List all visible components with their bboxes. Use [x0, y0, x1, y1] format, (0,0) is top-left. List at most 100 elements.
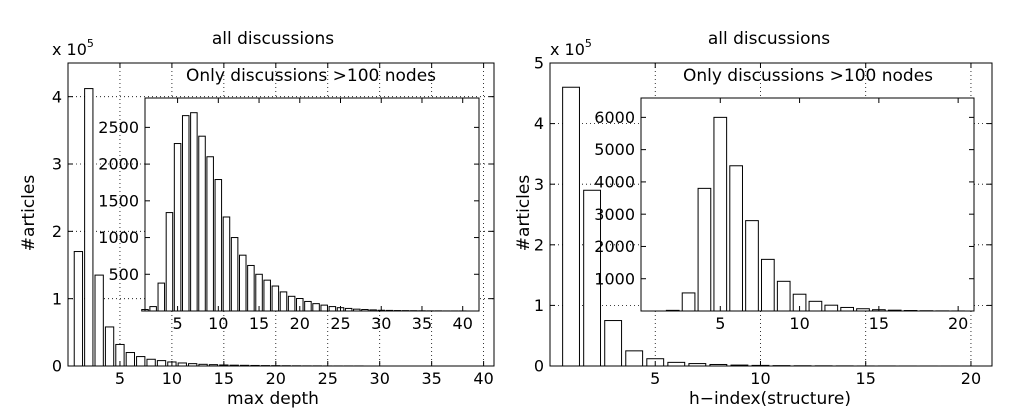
y-tick-label: 1 — [52, 289, 62, 308]
left-chart: all discussions x 105 #articles max dept… — [19, 29, 495, 408]
right-chart: all discussions x 105 #articles h−index(… — [514, 29, 993, 408]
plot-frame — [640, 97, 975, 312]
plot-background — [641, 98, 974, 311]
x-tick-label: 5 — [715, 314, 725, 333]
bar — [157, 282, 166, 312]
x-tick-label: 20 — [266, 369, 286, 388]
y-tick-label: 2500 — [98, 118, 139, 137]
x-tick-label: 40 — [473, 369, 493, 388]
y-tick-label: 1000 — [594, 269, 635, 288]
left-inset-plot: 5 10 15 20 25 30 35 40 500 1000 1500 2000 2500 — [98, 97, 480, 333]
bar — [271, 285, 280, 312]
y-tick-label: 5 — [534, 54, 544, 73]
left-chart-title: all discussions — [212, 29, 334, 49]
bar — [255, 273, 263, 312]
bar — [125, 352, 135, 367]
x-tick-label: 25 — [318, 369, 338, 388]
bar — [776, 280, 791, 312]
y-tick-label: 3 — [52, 155, 62, 174]
bar — [824, 304, 839, 312]
x-tick-label: 10 — [789, 314, 809, 333]
bar — [320, 304, 328, 312]
x-tick-label: 10 — [208, 314, 228, 333]
bar — [84, 88, 94, 367]
bar — [279, 291, 288, 312]
bar — [304, 300, 312, 312]
y-tick-label: 1000 — [98, 228, 139, 247]
bar — [104, 326, 115, 367]
left-x-axis-label: max depth — [227, 389, 319, 408]
bar — [604, 320, 623, 367]
x-tick-label: 35 — [412, 314, 432, 333]
plot-frame — [549, 62, 993, 367]
bar — [562, 86, 580, 367]
y-tick-label: 0 — [52, 357, 62, 376]
bar — [156, 360, 167, 367]
x-tick-label: 35 — [421, 369, 441, 388]
x-tick-label: 30 — [370, 369, 390, 388]
bar — [729, 165, 743, 312]
bar — [190, 112, 198, 312]
left-y-axis-label: #articles — [19, 175, 39, 252]
bar — [149, 306, 157, 312]
bar — [238, 254, 247, 312]
y-tick-label: 0 — [534, 357, 544, 376]
bar — [840, 306, 854, 312]
y-tick-label: 4 — [534, 114, 544, 133]
x-tick-label: 5 — [115, 369, 125, 388]
bar — [287, 295, 296, 312]
right-inset-plot: 5 10 15 20 1000 2000 3000 4000 5000 6000 — [594, 97, 975, 333]
bar — [73, 251, 84, 367]
bar — [198, 135, 206, 312]
bar — [697, 187, 712, 312]
x-tick-label: 15 — [249, 314, 269, 333]
bar — [230, 237, 239, 312]
x-tick-label: 10 — [162, 369, 182, 388]
plot-frame — [67, 62, 495, 367]
bar — [173, 143, 182, 312]
y-tick-label: 4 — [52, 87, 62, 106]
y-tick-label: 2000 — [98, 155, 139, 174]
right-y-axis-label: #articles — [514, 175, 534, 252]
bar — [328, 306, 337, 312]
right-y-multiplier: x 105 — [550, 37, 592, 59]
bar — [808, 300, 823, 312]
bar — [206, 156, 214, 312]
bar — [263, 279, 271, 312]
bar — [146, 358, 156, 367]
y-tick-label: 6000 — [594, 108, 635, 127]
y-tick-label: 4000 — [594, 173, 635, 192]
right-chart-title: all discussions — [708, 29, 830, 49]
y-tick-label: 2 — [534, 235, 544, 254]
bar — [214, 179, 223, 312]
x-tick-label: 15 — [214, 369, 234, 388]
left-inset-title: Only discussions >100 nodes — [186, 66, 436, 86]
right-inset-title: Only discussions >100 nodes — [683, 66, 933, 86]
right-x-axis-label: h−index(structure) — [689, 389, 851, 408]
x-tick-label: 25 — [330, 314, 350, 333]
y-tick-label: 500 — [108, 265, 139, 284]
y-tick-label: 1 — [534, 296, 544, 315]
y-tick-label: 5000 — [594, 140, 635, 159]
x-tick-label: 40 — [453, 314, 473, 333]
bar — [165, 212, 174, 312]
x-tick-label: 20 — [290, 314, 310, 333]
y-tick-label: 1500 — [98, 191, 139, 210]
bar — [681, 292, 696, 312]
y-tick-label: 3000 — [594, 205, 635, 224]
bar — [713, 116, 728, 312]
y-tick-label: 2000 — [594, 237, 635, 256]
x-tick-label: 15 — [869, 314, 889, 333]
x-tick-label: 5 — [172, 314, 182, 333]
bar — [745, 220, 759, 312]
bar — [94, 274, 104, 367]
bar — [761, 258, 775, 312]
x-tick-label: 15 — [856, 369, 876, 388]
bar — [312, 303, 320, 312]
bar — [247, 264, 255, 312]
plot-frame — [144, 97, 480, 312]
left-y-multiplier: x 105 — [52, 37, 94, 59]
y-tick-label: 2 — [52, 222, 62, 241]
y-tick-label: 3 — [534, 175, 544, 194]
